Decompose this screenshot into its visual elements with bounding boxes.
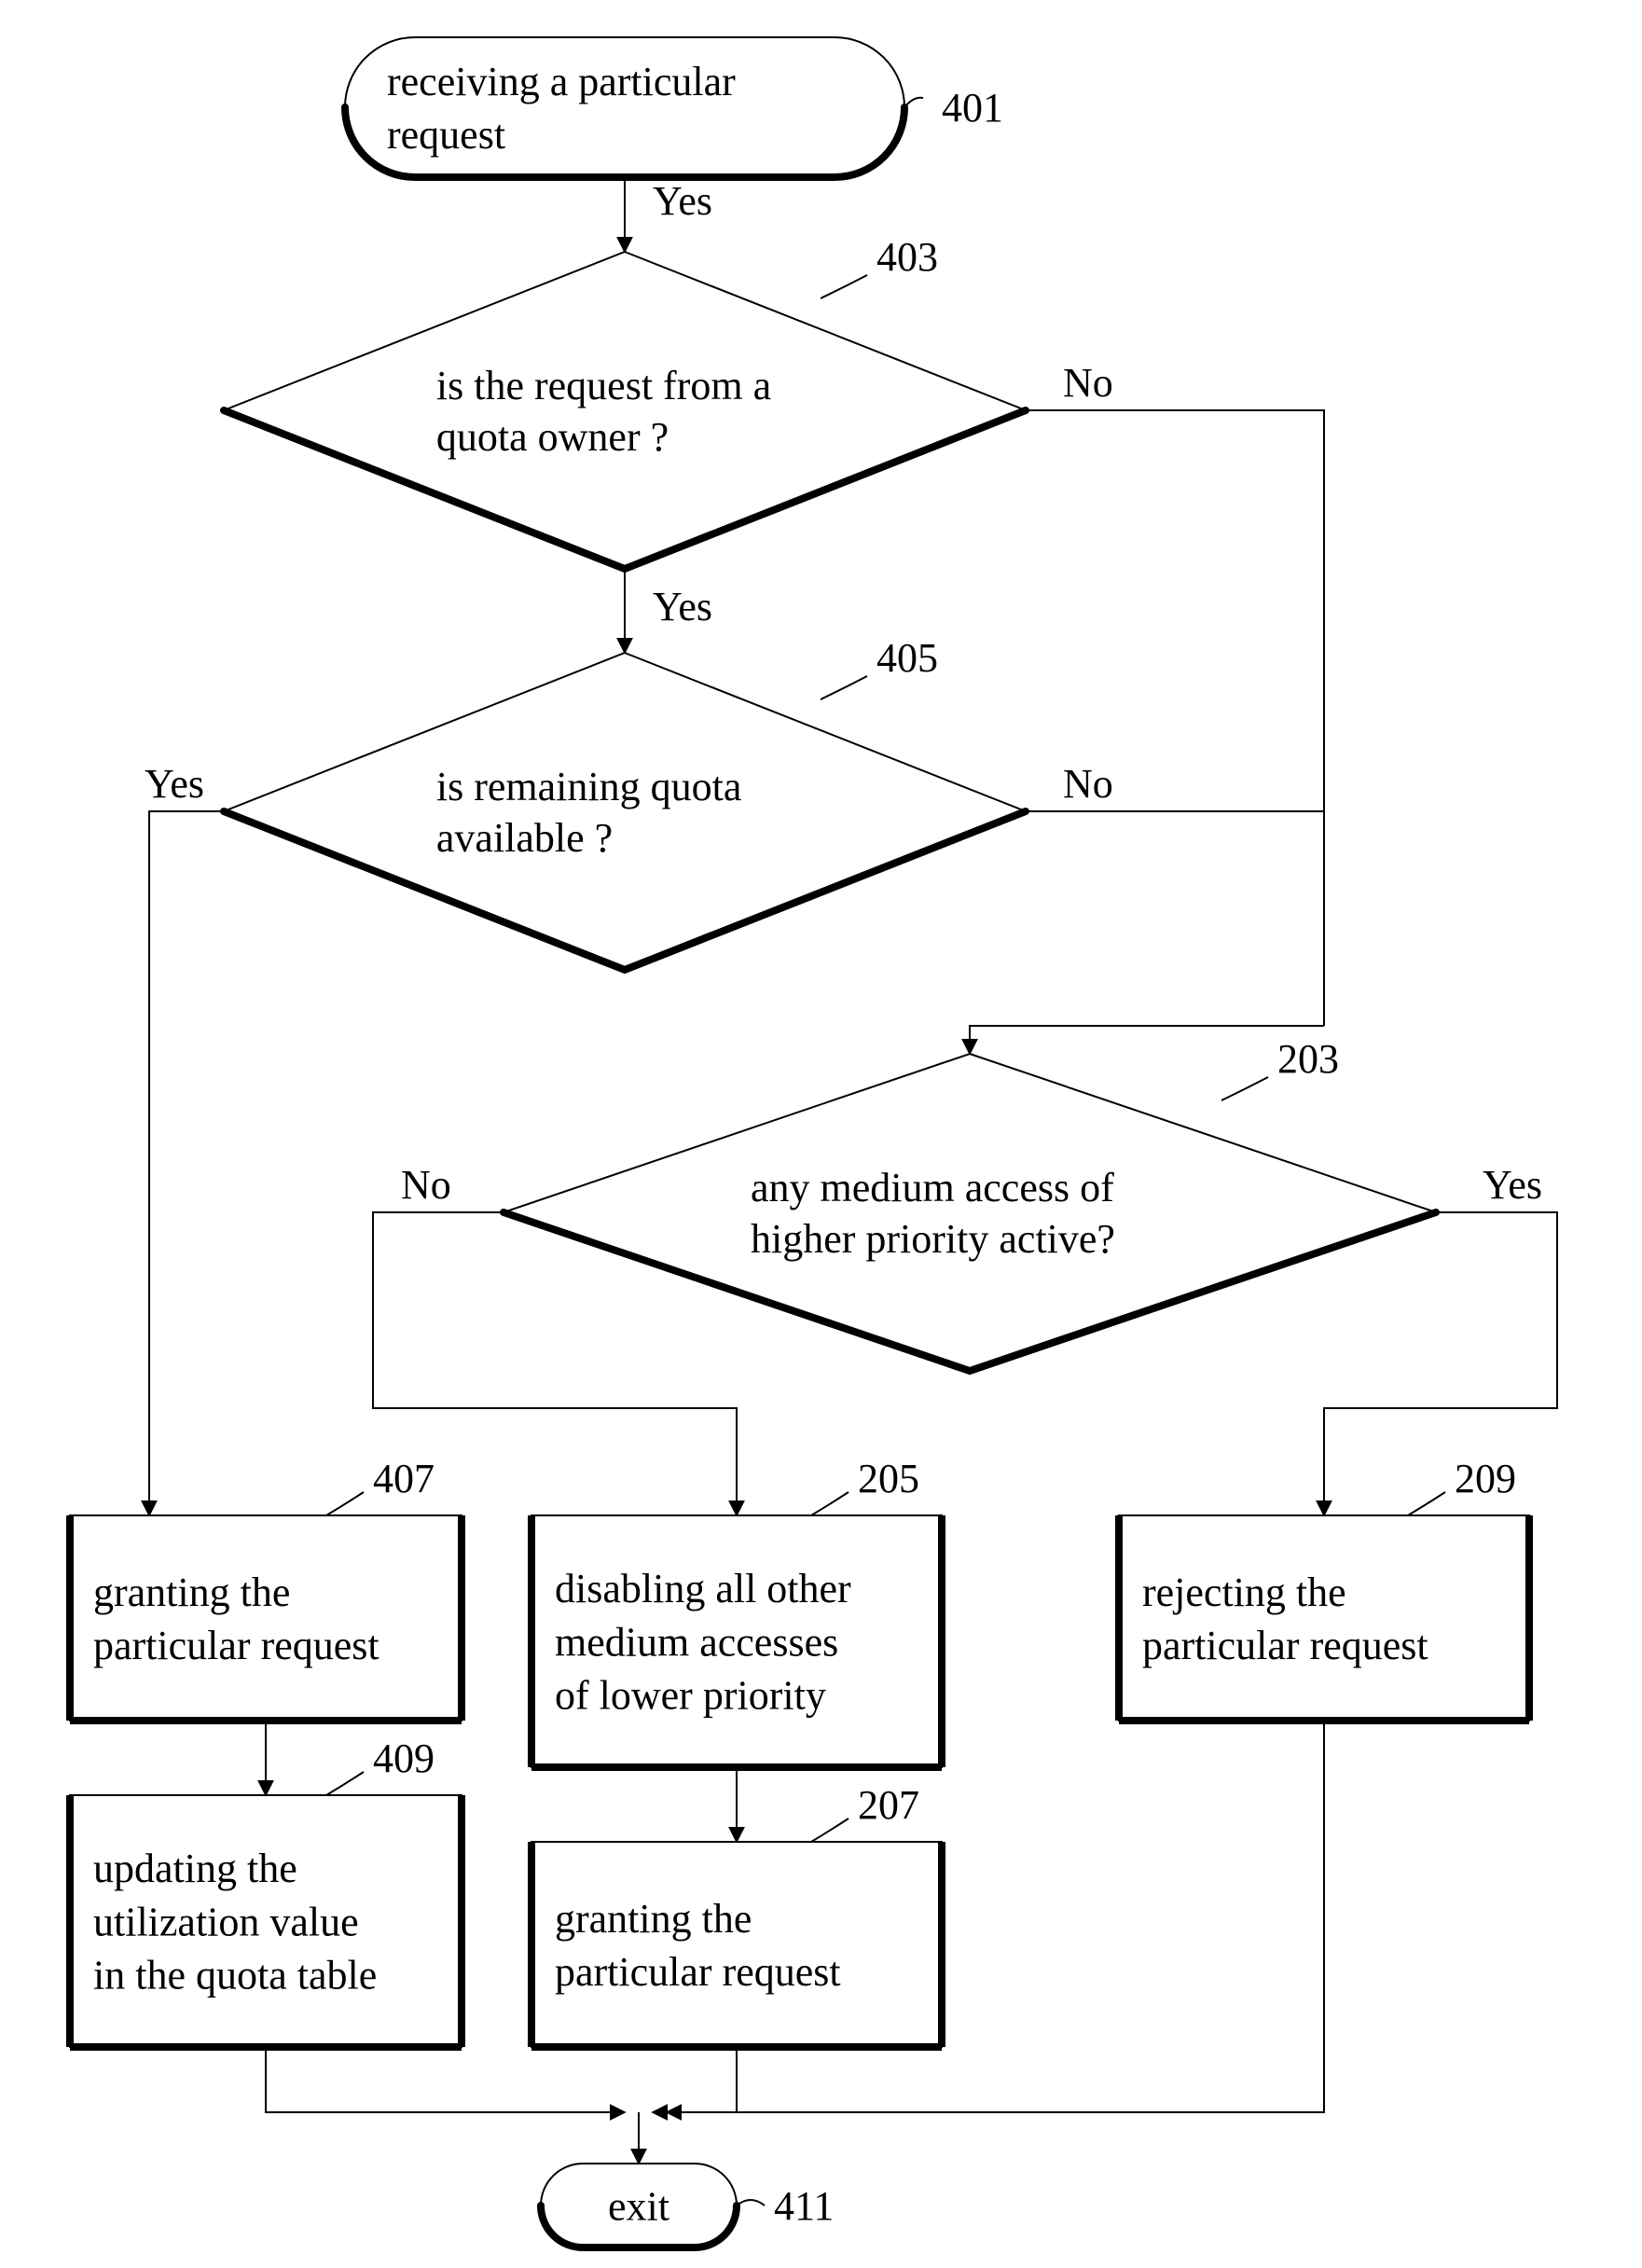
node-text: rejecting the [1142,1570,1346,1615]
node-text: quota owner ? [436,414,669,460]
node-text: granting the [555,1896,752,1942]
node-text: request [387,112,505,158]
flow-edge [1026,410,1324,1026]
ref-number: 203 [1277,1036,1339,1082]
node-text: granting the [93,1570,290,1615]
edge-label: Yes [653,584,712,629]
edge-label: No [1063,761,1113,807]
node-text: any medium access of [751,1165,1114,1210]
process-n407 [70,1515,462,1721]
edge-label: No [401,1162,451,1208]
node-text: higher priority active? [751,1216,1115,1262]
flow-edge [970,1026,1324,1054]
node-text: of lower priority [555,1673,826,1719]
node-text: is the request from a [436,363,771,408]
ref-number: 405 [876,635,938,681]
decision-n403 [224,252,1026,569]
ref-number: 209 [1455,1456,1516,1501]
flow-edge [1026,811,1324,1026]
node-text: available ? [436,815,613,861]
node-text: disabling all other [555,1566,851,1611]
ref-number: 403 [876,234,938,280]
node-text: particular request [93,1623,379,1668]
process-n207 [531,1842,942,2047]
node-text: exit [608,2183,669,2229]
decision-n203 [504,1054,1436,1371]
node-text: utilization value [93,1899,359,1944]
flow-edge [1324,1212,1557,1515]
node-text: updating the [93,1846,297,1891]
ref-number: 409 [373,1736,435,1781]
node-text: medium accesses [555,1619,838,1665]
node-text: particular request [1142,1623,1428,1668]
ref-number: 205 [858,1456,919,1501]
ref-number: 207 [858,1782,919,1828]
edge-label: Yes [1483,1162,1542,1208]
flow-edge [653,2047,737,2112]
flow-edge [266,2047,625,2112]
edge-label: No [1063,360,1113,406]
ref-number: 411 [774,2183,834,2229]
process-n209 [1119,1515,1529,1721]
node-text: particular request [555,1949,841,1995]
ref-number: 407 [373,1456,435,1501]
node-text: receiving a particular [387,59,736,104]
node-text: is remaining quota [436,764,742,809]
edge-label: Yes [653,178,712,224]
edge-label: Yes [145,761,204,807]
flow-edge [149,811,224,1515]
decision-n405 [224,653,1026,970]
ref-number: 401 [942,85,1003,131]
node-text: in the quota table [93,1953,377,1998]
